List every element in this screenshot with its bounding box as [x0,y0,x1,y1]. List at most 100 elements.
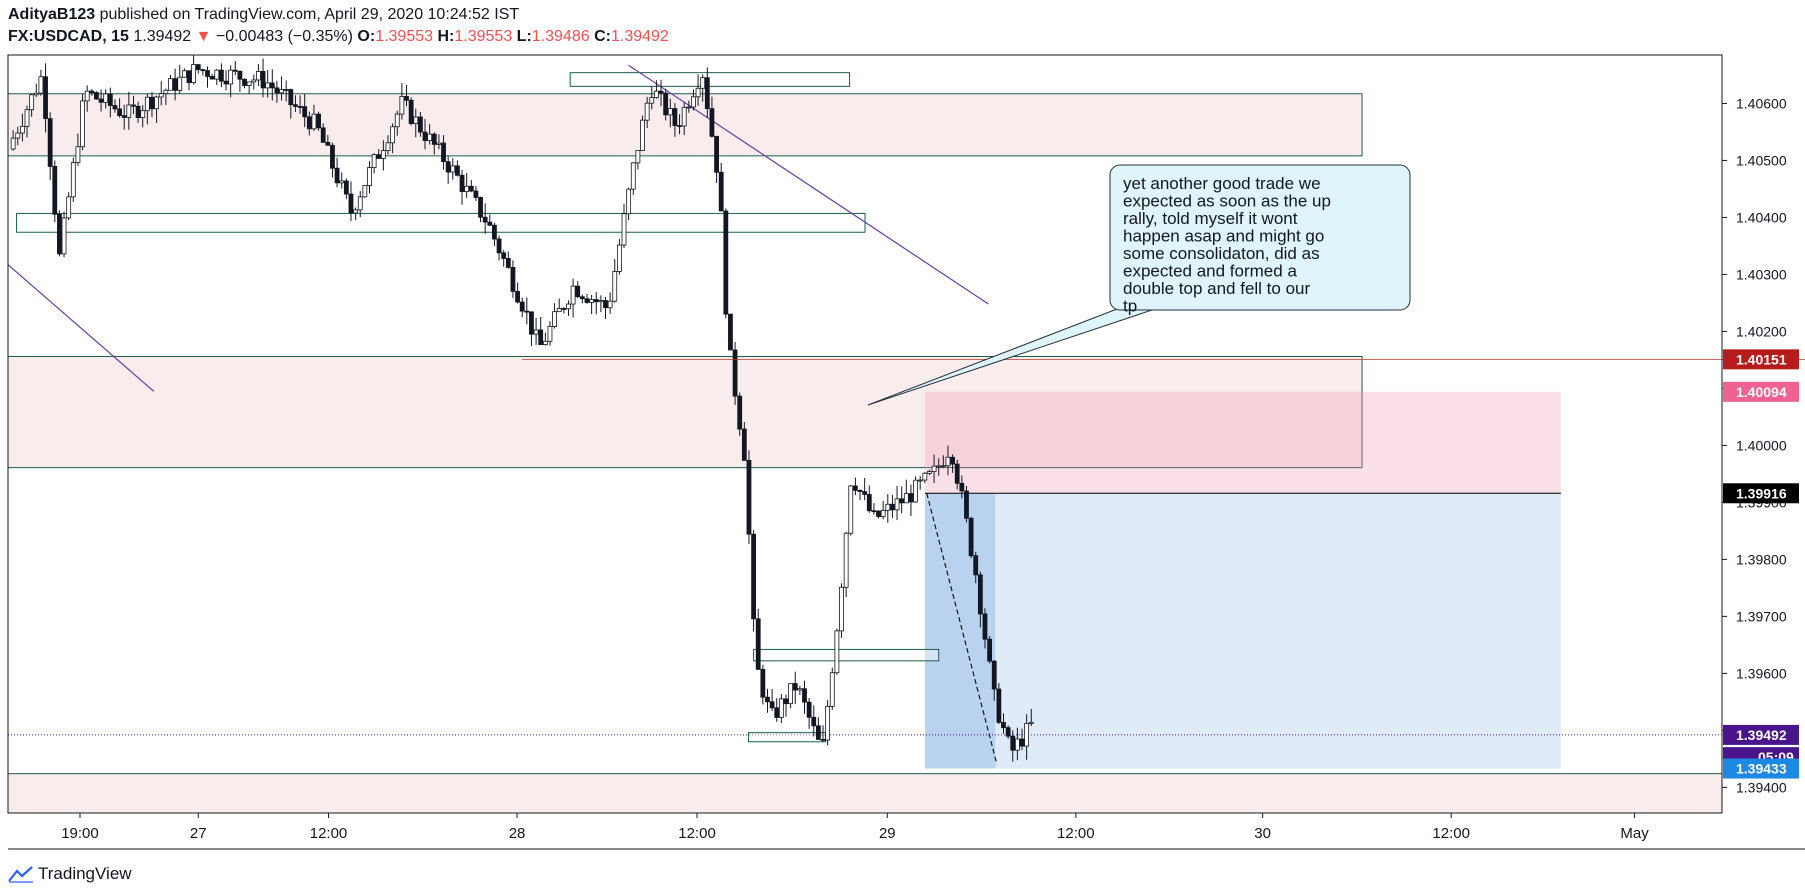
plot-area [8,55,1722,813]
candle-up [154,96,160,110]
candle-up [570,285,576,305]
candle-down [987,638,993,662]
candle-up [311,113,317,130]
author-name[interactable]: AdityaB123 [8,6,96,23]
candle-down [950,456,955,465]
candle-up [158,93,164,98]
candle-down [811,716,817,727]
candle-down [857,489,863,492]
take-profit-area [924,493,1561,769]
candle-down [293,104,298,107]
candle-down [593,299,599,303]
candle-down [792,683,798,691]
candle-up [251,79,257,83]
price-label-tag [1723,381,1799,402]
price-tick-label: 1.40300 [1736,266,1787,282]
candle-down [43,76,48,119]
candle-down [982,613,988,640]
candle-down [575,285,581,298]
candle-down [455,165,460,176]
candle-down [510,266,516,292]
candle-down [404,96,409,101]
candle-down [677,125,682,127]
tradingview-logo-icon [8,866,33,883]
candle-up [256,71,261,81]
candle-down [274,87,280,94]
candle-down [482,216,488,223]
price-label-tag [1723,349,1799,370]
candle-down [186,70,192,84]
candle-down [751,533,756,620]
candle-down [112,105,118,110]
candle-up [450,165,456,173]
candle-down [121,115,127,118]
price-tick-label: 1.39400 [1736,779,1787,795]
candle-down [348,193,354,214]
trendline-0 [8,264,155,392]
candle-up [436,142,442,145]
candle-down [237,70,243,80]
candle-down [297,106,303,108]
candle-down [89,90,95,93]
price-chart[interactable]: yet another good trade we expected as soo… [0,0,1805,860]
candle-down [959,482,965,492]
time-tick-label: 29 [879,825,896,842]
candle-up [168,78,173,91]
price-tick-label: 1.39800 [1736,551,1787,567]
candle-down [1019,738,1025,747]
candle-down [492,224,497,240]
candle-down [723,210,729,315]
candle-up [1028,721,1034,724]
price-label-tag [1723,724,1799,745]
candle-down [603,300,608,309]
candle-down [94,92,99,100]
candle-up [945,456,951,467]
candle-up [24,109,30,127]
annotation-line: yet another good trade we [1123,174,1321,193]
candle-down [996,688,1002,723]
candle-down [866,494,872,512]
candle-up [931,465,937,472]
price-label-value: 1.40094 [1736,384,1787,400]
candle-down [57,213,62,255]
candle-up [84,90,90,102]
candle-down [524,310,530,313]
candle-up [626,188,632,215]
candle-up [542,340,548,346]
candle-down [737,395,743,430]
time-axis: 19:00 27 12:00 28 12:00 29 12:00 30 12:00 May [61,813,1649,842]
candle-down [478,197,483,218]
candle-up [917,479,923,482]
price-tick-label: 1.40400 [1736,209,1787,225]
annotation-line: happen asap and might go [1123,227,1324,246]
chart-header-quote: FX:USDCAD, 15 1.39492 ▼ −0.00483 (−0.35%… [8,28,669,46]
candle-up [427,133,433,141]
candle-down [815,725,821,740]
candle-up [126,104,132,118]
annotation-line: expected and formed a [1123,262,1297,281]
candle-up [1024,722,1030,747]
candle-down [876,510,881,517]
price-label-value: 1.39916 [1736,485,1787,501]
candle-up [547,326,553,342]
candle-up [394,113,400,128]
candle-down [755,618,761,670]
candle-up [75,146,81,164]
candle-down [658,90,664,94]
candle-down [579,296,585,300]
price-label-value: 1.40151 [1736,351,1787,367]
symbol-name[interactable]: FX:USDCAD, 15 [8,28,129,45]
low-value: 1.39486 [531,28,590,45]
candle-down [52,166,58,215]
candle-down [135,105,141,119]
candle-up [70,162,76,198]
candle-up [936,465,942,468]
candle-down [459,174,465,192]
candle-down [468,185,474,192]
candle-down [417,116,423,133]
stop-loss-area [924,391,1561,494]
tradingview-logo[interactable]: TradingView [8,864,132,884]
candle-up [367,167,372,186]
candle-up [616,244,622,272]
candle-down [890,503,895,511]
